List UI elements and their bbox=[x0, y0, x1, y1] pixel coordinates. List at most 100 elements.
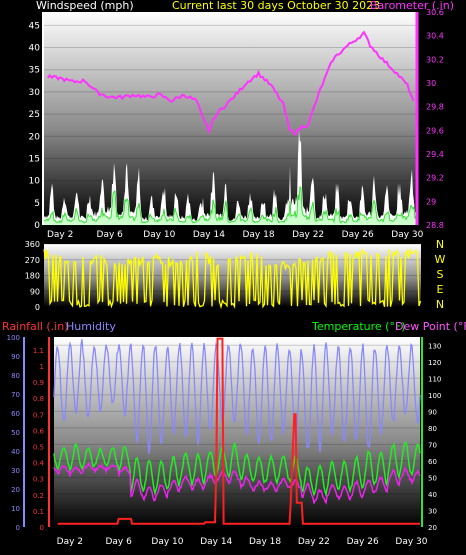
barometer-line bbox=[46, 30, 415, 136]
windspeed-tick-label: 25 bbox=[29, 110, 40, 120]
humidity-axis-label: Humidity bbox=[66, 320, 116, 333]
humidity-tick-label: 10 bbox=[11, 505, 20, 513]
temp-x-tick-label: Day 6 bbox=[105, 537, 132, 547]
humidity-tick-label: 60 bbox=[11, 410, 20, 418]
wind-axis-ticks: 0 5 10 15 20 25 30 35 40 45 28.8 29 29.2 29.4 29.6 29.8… bbox=[29, 8, 444, 240]
barometer-tick-label: 30.6 bbox=[426, 8, 444, 17]
dew-point-series bbox=[53, 461, 421, 505]
compass-letter: W bbox=[435, 253, 446, 266]
rainfall-tick-label: 0.5 bbox=[33, 443, 44, 451]
humidity-tick-label: 20 bbox=[11, 486, 20, 494]
temp-x-tick-label: Day 18 bbox=[249, 537, 281, 547]
wind-x-tick-label: Day 22 bbox=[292, 230, 324, 240]
windspeed-tick-label: 5 bbox=[34, 199, 40, 209]
barometer-tick-label: 29.2 bbox=[426, 174, 444, 183]
temp-rain-panel: 203040506070809010011012013000.10.20.30.… bbox=[2, 320, 466, 547]
humidity-tick-label: 0 bbox=[16, 524, 20, 532]
compass-letter: N bbox=[436, 238, 444, 251]
compass-letter: N bbox=[436, 298, 444, 311]
barometer-tick-label: 28.8 bbox=[426, 221, 444, 230]
humidity-tick-label: 100 bbox=[7, 334, 20, 342]
wind-direction-series bbox=[43, 247, 422, 310]
temp-x-tick-label: Day 10 bbox=[151, 537, 183, 547]
rainfall-tick-label: 0 bbox=[40, 524, 44, 532]
humidity-series bbox=[53, 339, 421, 454]
dew-point-line bbox=[53, 461, 421, 505]
temperature-tick-label: 50 bbox=[428, 474, 437, 482]
rainfall-tick-label: 0.2 bbox=[33, 492, 44, 500]
wind-grid bbox=[44, 24, 416, 226]
wind-x-tick-label: Day 2 bbox=[47, 230, 73, 240]
barometer-tick-label: 30.2 bbox=[426, 55, 444, 64]
wind-x-tick-label: Day 30 bbox=[391, 230, 423, 240]
windspeed-tick-label: 45 bbox=[29, 21, 40, 31]
rainfall-tick-label: 0.7 bbox=[33, 411, 44, 419]
temperature-line bbox=[53, 441, 421, 498]
rainfall-axis-label: Rainfall (.in) bbox=[2, 320, 69, 333]
chart-title: Current last 30 days October 30 2023 bbox=[172, 0, 380, 12]
humidity-line bbox=[53, 339, 421, 454]
direction-tick-label: 360 bbox=[25, 240, 40, 249]
temperature-tick-label: 60 bbox=[428, 458, 437, 466]
humidity-tick-label: 70 bbox=[11, 391, 20, 399]
temp-x-tick-label: Day 22 bbox=[298, 537, 330, 547]
windspeed-tick-label: 35 bbox=[29, 66, 40, 76]
temp-x-tick-label: Day 14 bbox=[200, 537, 232, 547]
compass-letter: E bbox=[437, 283, 444, 296]
direction-tick-label: 90 bbox=[30, 287, 40, 296]
barometer-series bbox=[46, 30, 415, 136]
direction-grid bbox=[44, 243, 421, 308]
rainfall-tick-label: 0.9 bbox=[33, 379, 44, 387]
direction-tick-label: 180 bbox=[25, 272, 40, 281]
wind-x-tick-label: Day 10 bbox=[143, 230, 175, 240]
rainfall-tick-label: 0.3 bbox=[33, 476, 44, 484]
wind-x-tick-label: Day 14 bbox=[193, 230, 225, 240]
temp-x-tick-label: Day 2 bbox=[57, 537, 83, 547]
dew-point-axis-label: Dew Point (°F) bbox=[395, 320, 466, 333]
wind-gust-area bbox=[44, 130, 416, 225]
temperature-tick-label: 40 bbox=[428, 491, 437, 499]
wind-x-tick-label: Day 6 bbox=[97, 230, 124, 240]
rainfall-tick-label: 0.4 bbox=[33, 460, 45, 468]
barometer-tick-label: 30 bbox=[426, 79, 436, 88]
wind-direction-line bbox=[43, 247, 422, 310]
rainfall-tick-label: 0.6 bbox=[33, 427, 45, 435]
temperature-tick-label: 100 bbox=[428, 392, 441, 400]
humidity-tick-label: 80 bbox=[11, 372, 20, 380]
temp-plot-background bbox=[54, 337, 420, 527]
windspeed-tick-label: 40 bbox=[29, 44, 41, 54]
barometer-tick-label: 29 bbox=[426, 197, 436, 206]
temp-axis-ticks: 203040506070809010011012013000.10.20.30.… bbox=[7, 334, 442, 547]
temperature-tick-label: 90 bbox=[428, 408, 437, 416]
rainfall-series bbox=[57, 337, 420, 525]
wind-speed-line bbox=[43, 185, 417, 224]
windspeed-tick-label: 0 bbox=[34, 221, 40, 231]
humidity-tick-label: 40 bbox=[11, 448, 20, 456]
rainfall-tick-label: 0.8 bbox=[33, 395, 44, 403]
temp-x-tick-label: Day 30 bbox=[395, 537, 427, 547]
temperature-tick-label: 130 bbox=[428, 342, 441, 350]
direction-tick-label: 270 bbox=[25, 256, 40, 265]
direction-tick-label: 0 bbox=[35, 303, 40, 312]
temperature-series bbox=[53, 441, 421, 498]
wind-x-tick-label: Day 26 bbox=[342, 230, 374, 240]
rainfall-tick-label: 1 bbox=[40, 363, 44, 371]
temperature-tick-label: 120 bbox=[428, 359, 441, 367]
barometer-tick-label: 29.6 bbox=[426, 126, 444, 135]
wind-gust-series bbox=[44, 130, 416, 225]
temp-x-tick-label: Day 26 bbox=[347, 537, 379, 547]
barometer-tick-label: 29.8 bbox=[426, 103, 444, 112]
temperature-tick-label: 70 bbox=[428, 441, 437, 449]
wind-plot-background bbox=[44, 12, 416, 225]
wind-barometer-panel: 0 5 10 15 20 25 30 35 40 45 28.8 29 29.2 29.4 29.6 29.8… bbox=[29, 0, 454, 240]
temperature-tick-label: 80 bbox=[428, 425, 437, 433]
temperature-tick-label: 30 bbox=[428, 507, 437, 515]
barometer-tick-label: 29.4 bbox=[426, 150, 444, 159]
compass-letter: S bbox=[437, 268, 444, 281]
humidity-tick-label: 50 bbox=[11, 429, 20, 437]
windspeed-axis-label: Windspeed (mph) bbox=[36, 0, 134, 12]
windspeed-tick-label: 20 bbox=[29, 132, 41, 142]
